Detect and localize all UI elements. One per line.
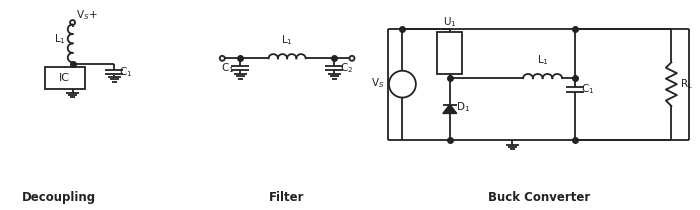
Text: V$_S$: V$_S$ <box>372 76 385 90</box>
Text: C$_1$: C$_1$ <box>120 65 133 79</box>
Text: L$_1$: L$_1$ <box>281 34 293 47</box>
Text: C$_2$: C$_2$ <box>340 61 354 75</box>
FancyBboxPatch shape <box>438 33 462 74</box>
Text: R$_L$: R$_L$ <box>680 77 693 91</box>
Text: L$_1$: L$_1$ <box>537 54 549 67</box>
Text: C$_1$: C$_1$ <box>580 82 594 96</box>
Text: Decoupling: Decoupling <box>22 191 96 204</box>
Polygon shape <box>443 105 457 113</box>
Text: C$_1$: C$_1$ <box>221 61 234 75</box>
FancyBboxPatch shape <box>45 67 85 89</box>
Text: Buck Converter: Buck Converter <box>487 191 589 204</box>
Text: L$_1$: L$_1$ <box>54 33 66 46</box>
Text: IC: IC <box>59 73 70 83</box>
Text: V$_S$+: V$_S$+ <box>76 8 97 22</box>
Text: Filter: Filter <box>270 191 305 204</box>
Text: D$_1$: D$_1$ <box>456 100 470 114</box>
Text: U$_1$: U$_1$ <box>443 15 456 29</box>
